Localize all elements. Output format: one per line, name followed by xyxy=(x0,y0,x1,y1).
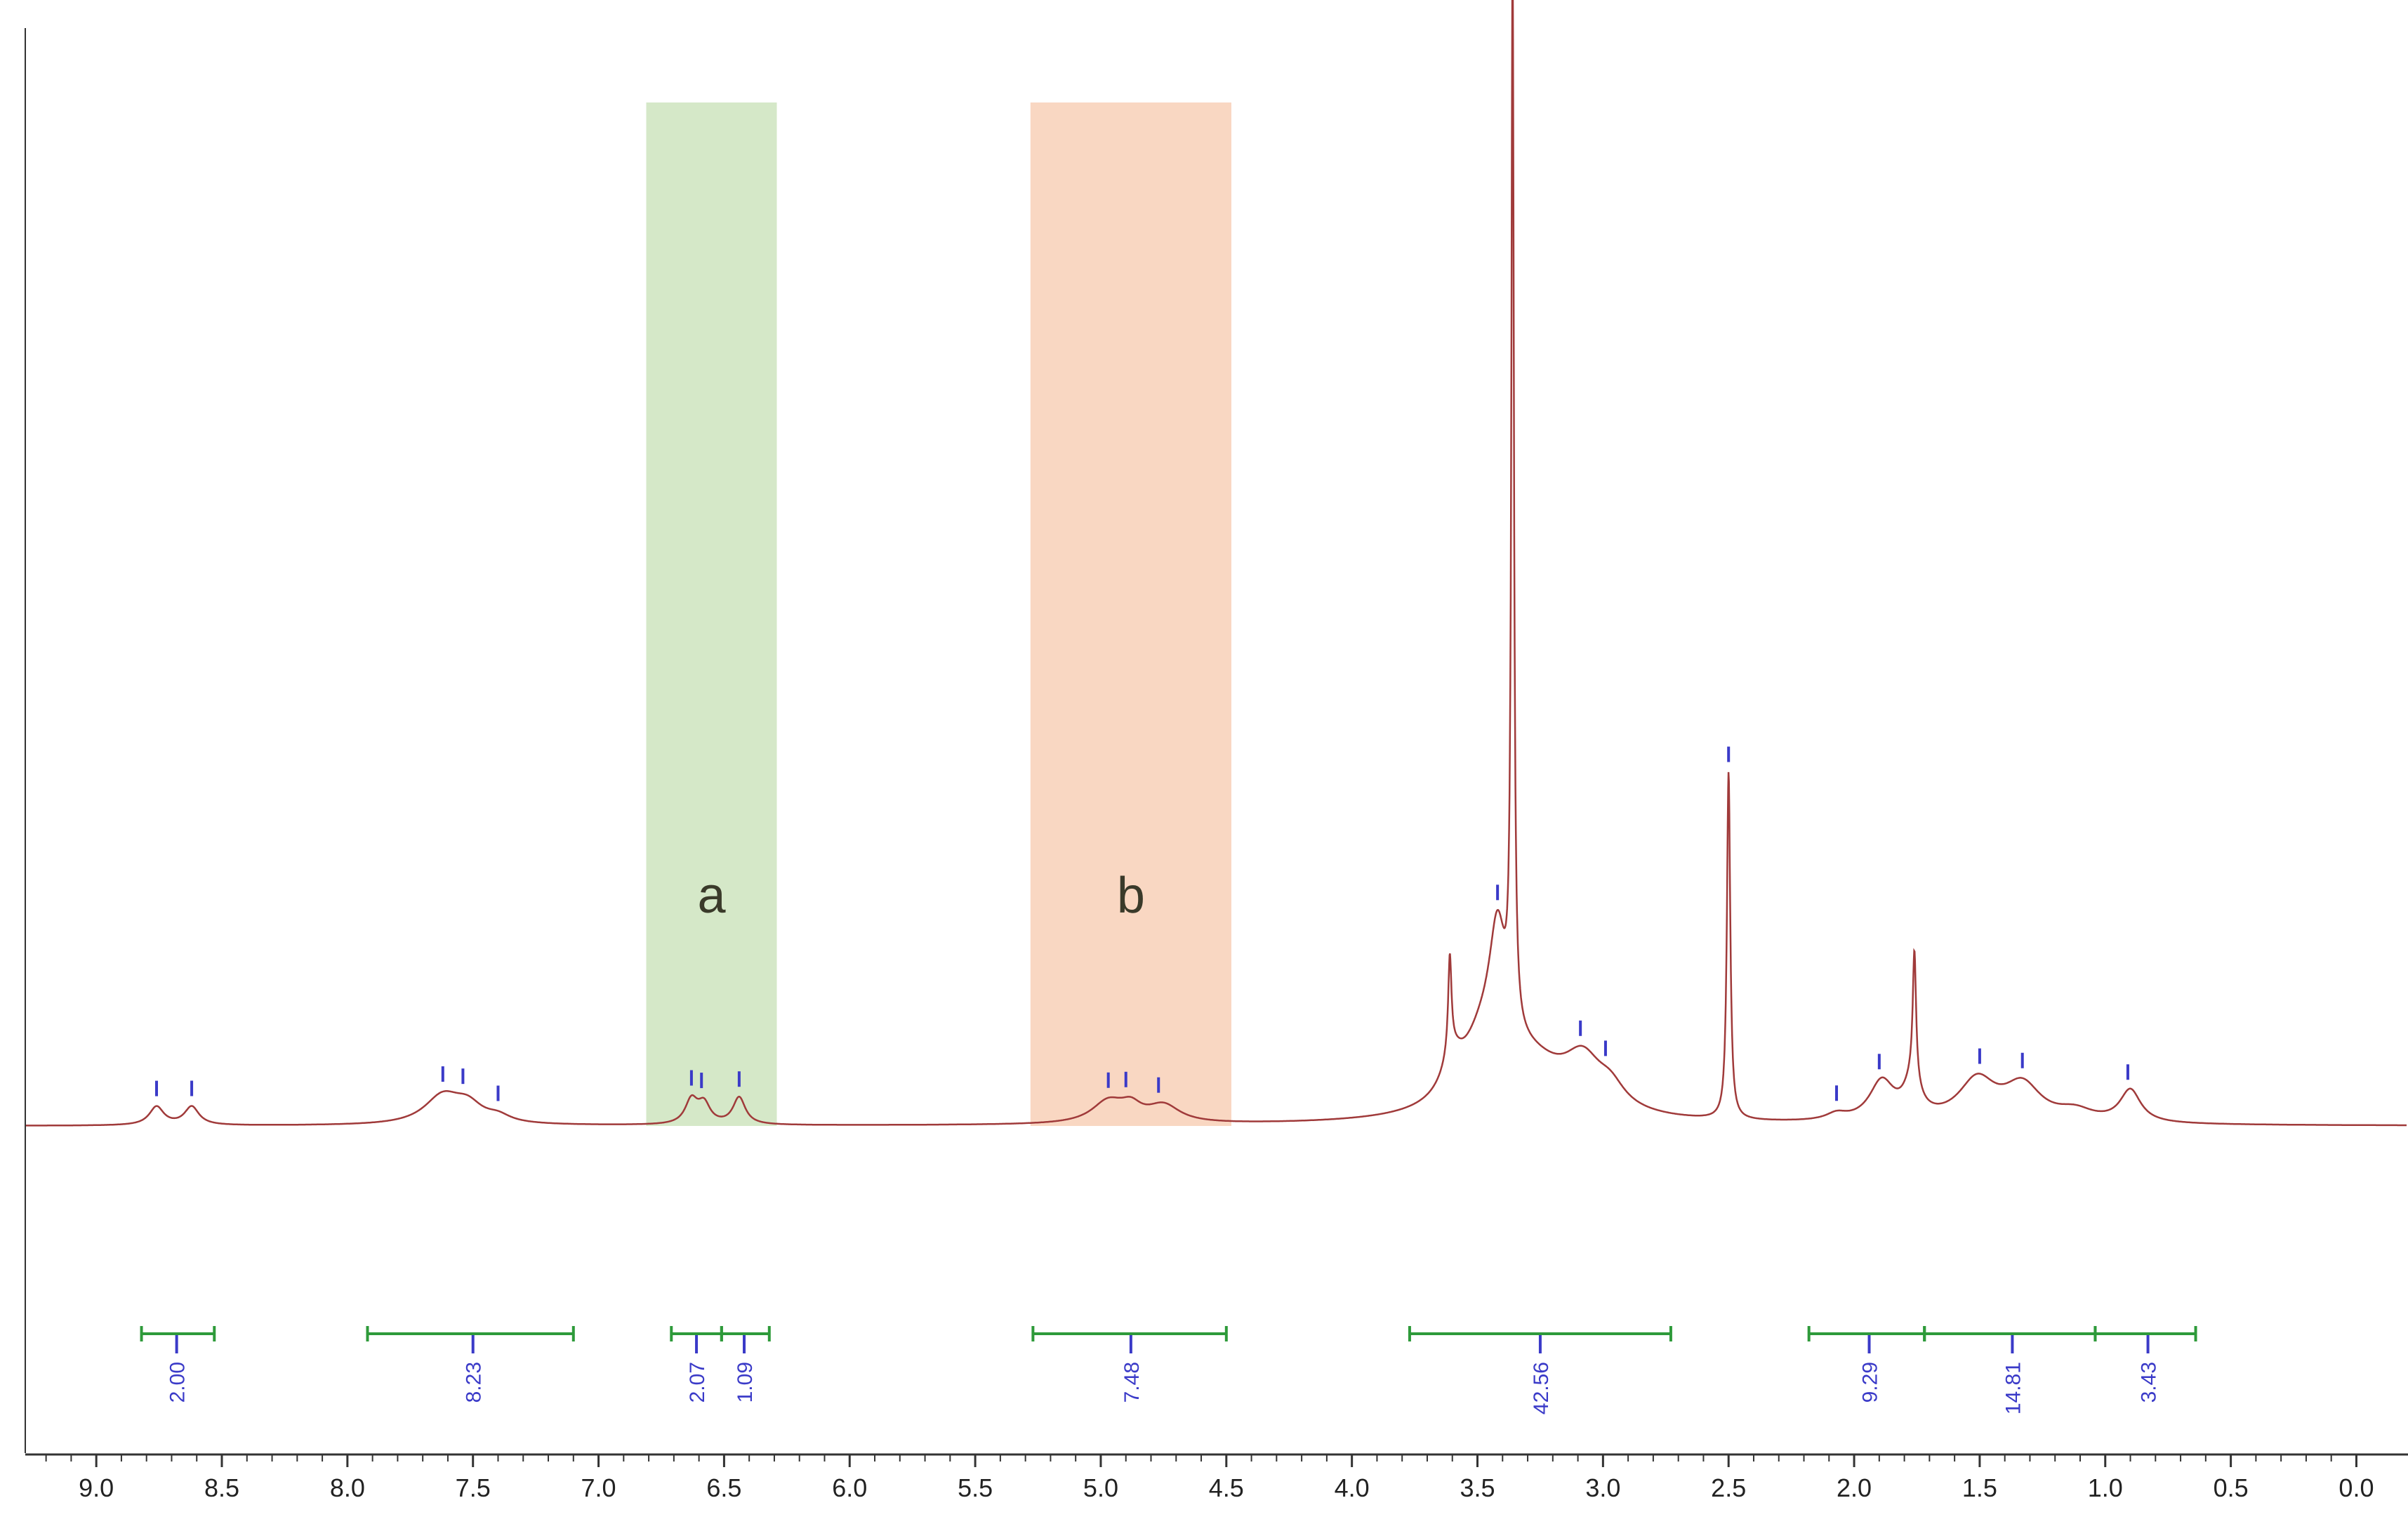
integral-value-label: 8.23 xyxy=(463,1362,486,1403)
integral-value-label: 9.29 xyxy=(1859,1362,1882,1403)
x-tick-label: 3.5 xyxy=(1460,1473,1495,1502)
x-tick-label: 6.0 xyxy=(832,1473,867,1502)
integral-value-label: 3.43 xyxy=(2138,1362,2161,1403)
peak-markers xyxy=(155,746,2129,1101)
region-a-label: a xyxy=(697,868,726,924)
x-tick-label: 4.0 xyxy=(1335,1473,1370,1502)
x-tick-label: 7.0 xyxy=(581,1473,616,1502)
integral-value-label: 42.56 xyxy=(1530,1362,1553,1414)
x-tick-label: 3.0 xyxy=(1585,1473,1620,1502)
x-tick-label: 7.5 xyxy=(456,1473,491,1502)
integrals-layer: 2.00 8.23 2.07 1.09 7.48 42.56 9.29 14.81 3.43 xyxy=(140,1326,2197,1414)
region-b-label: b xyxy=(1117,868,1145,924)
x-tick-label: 8.0 xyxy=(330,1473,365,1502)
x-tick-label: 4.5 xyxy=(1209,1473,1244,1502)
integral-value-label: 1.09 xyxy=(734,1362,757,1403)
x-tick-label: 0.0 xyxy=(2338,1473,2374,1502)
integral-value-label: 2.00 xyxy=(166,1362,190,1403)
integral-value-label: 14.81 xyxy=(2002,1362,2025,1414)
x-tick-label: 2.5 xyxy=(1711,1473,1746,1502)
x-tick-label: 1.0 xyxy=(2088,1473,2123,1502)
x-tick-label: 2.0 xyxy=(1837,1473,1872,1502)
x-axis: 9.0 8.5 8.0 7.5 7.0 6.5 6.0 5.5 5.0 4.5 4.0 3.5 3.0 2… xyxy=(25,1453,2408,1502)
x-tick-label: 8.5 xyxy=(204,1473,239,1502)
x-tick-label: 5.5 xyxy=(958,1473,993,1502)
x-tick-label: 9.0 xyxy=(79,1473,114,1502)
region-a-band xyxy=(646,102,777,1126)
x-tick-label: 1.5 xyxy=(1962,1473,1997,1502)
integral-value-label: 7.48 xyxy=(1120,1362,1144,1403)
spectrum-layer xyxy=(26,0,2407,1127)
region-b-band xyxy=(1030,102,1231,1126)
x-tick-label: 0.5 xyxy=(2214,1473,2249,1502)
integral-value-label: 2.07 xyxy=(686,1362,709,1403)
spectrum-line xyxy=(26,0,2407,1127)
x-tick-label: 5.0 xyxy=(1083,1473,1118,1502)
x-tick-label: 6.5 xyxy=(706,1473,741,1502)
